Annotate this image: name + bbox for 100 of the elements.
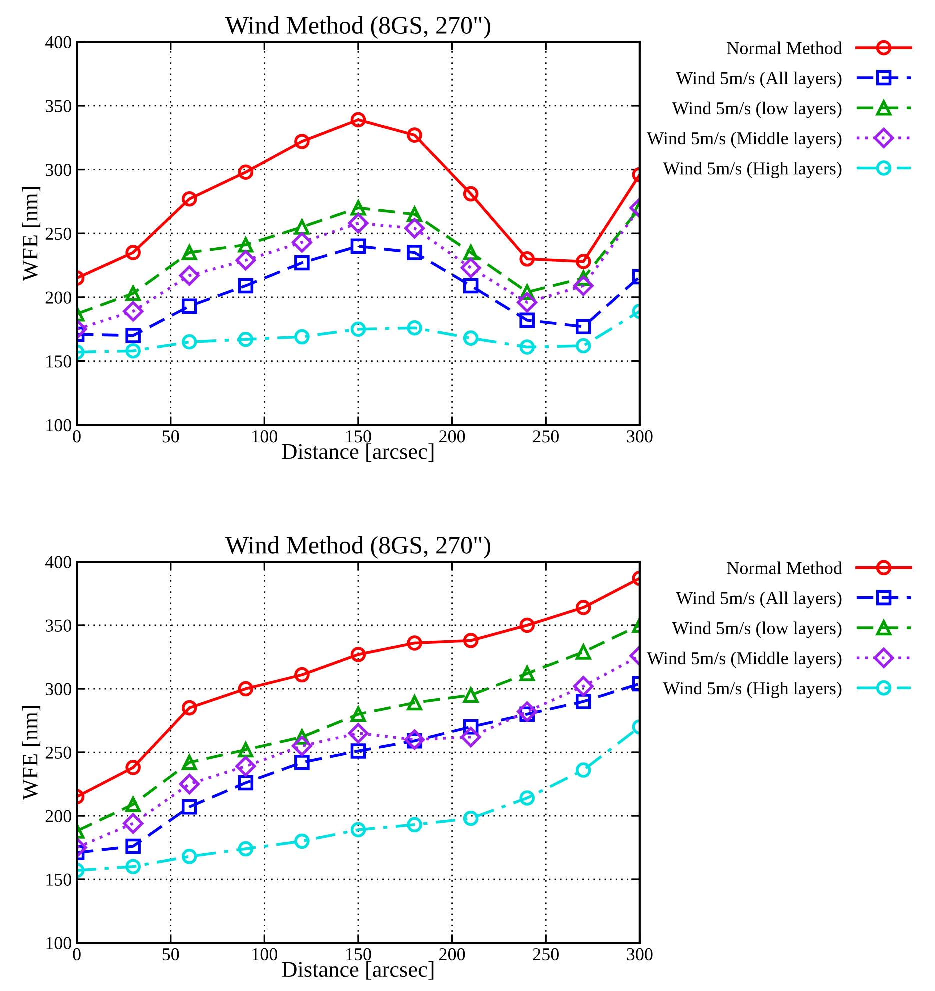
y-tick-label: 400 [45,36,72,49]
point [348,213,369,234]
point [460,727,482,748]
chart-title: Wind Method (8GS, 270") [225,536,490,559]
point [126,343,141,359]
x-axis-title: Distance [arcsec] [282,961,434,980]
y-tick-label: 200 [46,810,72,822]
y-axis-title: WFE [nm] [22,706,41,800]
point [576,694,592,710]
point [576,338,592,354]
point [463,330,479,346]
point [576,644,592,660]
x-tick-label: 300 [627,430,653,443]
point [182,334,198,350]
legend-label: Wind 5m/s (low layers) [672,622,842,638]
point [348,723,369,744]
point [350,647,366,662]
y-tick-label: 100 [46,419,72,432]
point [350,322,366,338]
point [576,762,592,778]
point [238,681,254,697]
x-tick-label: 250 [533,948,559,961]
point [520,340,535,355]
legend-label: Wind 5m/s (All layers) [676,72,842,88]
point [517,292,538,313]
point [126,286,141,302]
point [573,676,594,697]
point [294,220,310,235]
x-tick-label: 50 [162,430,180,443]
y-tick-label: 250 [46,746,72,759]
point [460,258,482,278]
point [350,112,366,128]
point [238,841,254,857]
point [179,266,200,286]
y-tick-label: 200 [46,292,72,304]
point [182,700,198,716]
x-tick-label: 150 [346,430,372,443]
legend-label: Normal Method [727,562,842,574]
x-tick-label: 200 [440,948,466,961]
point [238,775,254,791]
y-tick-label: 150 [46,356,72,368]
legend-label: Wind 5m/s (High layers) [663,162,842,178]
point [126,838,141,854]
point [463,278,479,294]
y-tick-label: 350 [46,620,72,632]
point [407,636,422,651]
point [182,192,198,207]
point [350,822,366,838]
x-tick-label: 100 [252,948,278,961]
point [123,813,144,834]
point [576,600,592,616]
point [520,252,535,267]
legend-label: Normal Method [727,42,842,54]
x-tick-label: 200 [440,430,466,443]
point [126,760,141,776]
point [294,834,310,850]
x-tick-label: 0 [73,948,81,961]
y-tick-label: 150 [46,874,72,886]
chart-title: Wind Method (8GS, 270") [225,16,490,40]
point [407,817,422,833]
point [294,255,310,271]
point [404,730,425,750]
y-tick-label: 350 [46,100,72,112]
point [463,245,479,260]
point [517,702,538,722]
point [576,254,592,270]
point [350,706,366,722]
legend-label: Wind 5m/s (Middle layers) [647,132,842,148]
point [463,186,479,202]
point [236,250,256,271]
point [576,319,592,334]
y-tick-label: 400 [45,556,72,568]
x-tick-label: 0 [73,430,81,443]
legend-label: Wind 5m/s (Middle layers) [647,652,842,668]
point [463,688,479,703]
point [126,796,141,812]
legend-label: Wind 5m/s (High layers) [663,682,842,698]
y-tick-label: 300 [46,683,72,696]
x-tick-label: 250 [533,430,559,443]
point [182,298,198,314]
x-tick-label: 50 [162,948,180,961]
point [238,164,254,180]
point [294,329,310,345]
point [294,755,310,770]
point [126,859,141,874]
point [520,790,535,806]
point [350,744,366,759]
point [123,301,144,322]
point [238,332,254,348]
point [292,232,312,253]
point [292,736,312,756]
point [182,799,198,815]
point [179,774,200,794]
y-tick-label: 300 [46,164,72,176]
point [573,276,594,296]
x-axis-title: Distance [arcsec] [282,444,434,462]
legend-label: Wind 5m/s (low layers) [672,102,842,118]
point [520,618,535,634]
x-tick-label: 100 [252,430,278,443]
point [404,218,425,239]
